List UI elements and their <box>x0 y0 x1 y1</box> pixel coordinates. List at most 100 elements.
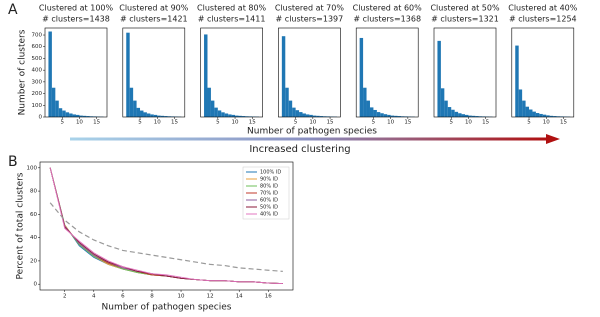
x-tick-label: 5 <box>138 120 142 126</box>
bar <box>221 112 225 117</box>
bar <box>62 110 66 117</box>
x-tick-label: 6 <box>121 294 125 300</box>
bar <box>207 87 211 117</box>
bar <box>553 116 557 117</box>
bar <box>55 100 59 117</box>
x-tick-label: 2 <box>63 294 67 300</box>
bar <box>299 112 303 117</box>
x-axis-label: Number of pathogen species <box>102 303 232 313</box>
legend-label: 50% ID <box>260 205 278 211</box>
plot-frame <box>433 27 497 118</box>
plot-frame <box>200 27 263 118</box>
bar <box>69 113 73 117</box>
y-tick-label: 500 <box>32 56 43 62</box>
bar <box>539 113 543 117</box>
legend-label: 90% ID <box>260 177 278 183</box>
x-tick-label: 5 <box>60 120 64 126</box>
bar <box>302 113 306 117</box>
y-tick-label: 100 <box>27 165 38 171</box>
bar <box>522 100 526 117</box>
bar <box>471 115 476 117</box>
bar <box>451 109 455 117</box>
bar <box>285 87 289 117</box>
x-tick-label: 10 <box>232 120 239 126</box>
chart-subtitle: # clusters=1411 <box>198 15 266 24</box>
bar <box>281 36 286 117</box>
bar <box>153 114 158 117</box>
panel-label: A <box>8 2 18 18</box>
bar <box>376 112 381 117</box>
x-tick-label: 10 <box>154 120 161 126</box>
bar <box>72 114 76 117</box>
bar <box>468 115 472 117</box>
x-axis-label: Number of pathogen species <box>247 127 377 137</box>
chart-subtitle: # clusters=1397 <box>276 15 344 24</box>
series-line <box>49 167 283 285</box>
bar <box>82 115 87 117</box>
x-tick-label: 16 <box>265 294 272 300</box>
bar <box>556 116 561 117</box>
arrow-head <box>546 134 560 144</box>
bar <box>444 100 448 117</box>
annotation: Increased clustering <box>249 144 350 155</box>
bar <box>146 113 151 117</box>
bar <box>549 115 554 117</box>
bar <box>437 40 441 118</box>
bar <box>397 116 401 117</box>
y-tick-label: 80 <box>30 189 37 195</box>
bar <box>319 116 324 117</box>
bar <box>380 113 384 117</box>
bar <box>245 116 249 117</box>
bar <box>316 115 320 117</box>
bar <box>394 115 398 117</box>
bar <box>461 114 465 117</box>
bar <box>241 116 246 117</box>
panel-label: B <box>8 154 18 170</box>
chart-title: Clustered at 40% <box>508 4 578 13</box>
bar <box>363 87 367 117</box>
x-tick-label: 15 <box>249 120 256 126</box>
bar <box>48 31 52 118</box>
x-tick-label: 15 <box>404 120 411 126</box>
bar <box>238 115 242 117</box>
bar <box>535 113 540 117</box>
y-tick-label: 40 <box>30 235 37 241</box>
x-tick-label: 5 <box>527 120 531 126</box>
bar <box>383 114 388 117</box>
chart-title: Clustered at 50% <box>430 4 500 13</box>
bar <box>164 116 168 117</box>
plot-frame <box>278 27 341 118</box>
bar <box>160 115 165 117</box>
y-tick-label: 100 <box>32 103 43 109</box>
arrow-shaft <box>70 137 548 141</box>
x-tick-label: 8 <box>150 294 154 300</box>
bar <box>167 116 172 117</box>
bar <box>129 87 134 117</box>
bar <box>126 32 130 117</box>
x-tick-label: 14 <box>236 294 243 300</box>
bar <box>440 88 445 117</box>
bar <box>447 107 452 117</box>
y-tick-label: 400 <box>32 68 43 74</box>
legend-label: 80% ID <box>260 184 278 190</box>
bar <box>235 115 239 117</box>
bar <box>518 89 523 117</box>
legend-label: 100% ID <box>260 170 281 176</box>
y-tick-label: 700 <box>32 33 43 39</box>
y-tick-label: 0 <box>39 115 43 121</box>
x-tick-label: 5 <box>449 120 453 126</box>
y-tick-label: 0 <box>34 282 38 288</box>
x-tick-label: 12 <box>207 294 214 300</box>
bar <box>214 107 218 117</box>
legend-label: 70% ID <box>260 191 278 197</box>
y-tick-label: 200 <box>32 91 43 97</box>
chart-title: Clustered at 60% <box>353 4 423 13</box>
chart-subtitle: # clusters=1321 <box>431 15 499 24</box>
bar <box>89 116 94 117</box>
plot-frame <box>44 27 108 118</box>
plot-frame <box>355 27 419 118</box>
bar <box>65 112 70 117</box>
bar <box>323 116 327 117</box>
y-tick-label: 300 <box>32 79 43 85</box>
